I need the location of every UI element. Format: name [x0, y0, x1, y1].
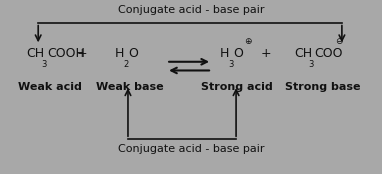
Text: Strong acid: Strong acid: [201, 82, 273, 92]
Text: 3: 3: [309, 60, 314, 69]
Text: CH: CH: [294, 48, 312, 60]
Text: +: +: [77, 48, 87, 60]
Text: O: O: [128, 48, 138, 60]
Text: H: H: [220, 48, 229, 60]
Text: ⊕: ⊕: [244, 37, 252, 45]
Text: COO: COO: [314, 48, 343, 60]
Text: Conjugate acid - base pair: Conjugate acid - base pair: [118, 144, 264, 154]
Text: Strong base: Strong base: [285, 82, 361, 92]
Text: COOH: COOH: [47, 48, 85, 60]
Text: O: O: [233, 48, 243, 60]
Text: ⊖: ⊖: [335, 37, 343, 45]
Text: +: +: [260, 48, 271, 60]
Text: Conjugate acid - base pair: Conjugate acid - base pair: [118, 5, 264, 15]
Text: 2: 2: [123, 60, 128, 69]
Text: Weak acid: Weak acid: [18, 82, 82, 92]
Text: 3: 3: [41, 60, 47, 69]
Text: CH: CH: [27, 48, 45, 60]
Text: 3: 3: [228, 60, 233, 69]
Text: Weak base: Weak base: [96, 82, 164, 92]
Text: H: H: [115, 48, 124, 60]
